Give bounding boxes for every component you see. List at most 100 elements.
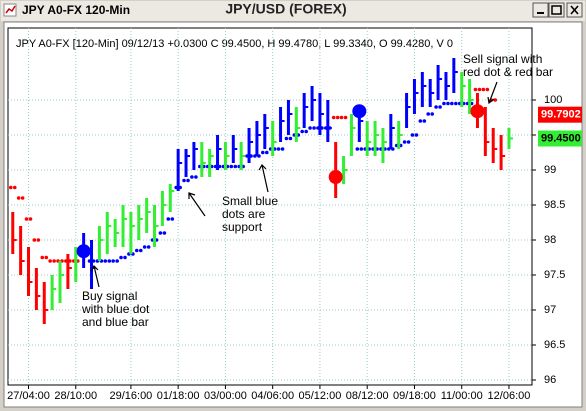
- price-bar: [50, 275, 54, 310]
- plot-frame: [7, 27, 533, 386]
- price-bar: [11, 212, 15, 254]
- stop-dot: [182, 178, 186, 183]
- stop-dot: [134, 248, 139, 253]
- stop-dot: [493, 98, 498, 102]
- x-tick-label: 29/16:00: [109, 390, 152, 402]
- stop-dot: [276, 147, 281, 151]
- stop-dot: [426, 112, 431, 116]
- x-tick-label: 04/06:00: [251, 390, 294, 402]
- price-bar: [168, 184, 172, 212]
- stop-dot: [438, 105, 442, 109]
- plot: 9696.59797.59898.59999.510027/04:0028/10…: [7, 28, 582, 402]
- price-bar: [247, 128, 251, 163]
- x-tick-label: 01/18:00: [157, 390, 200, 402]
- stop-dot: [300, 129, 304, 134]
- price-bar: [349, 114, 353, 156]
- price-bar: [373, 121, 377, 156]
- stop-dot: [36, 238, 41, 242]
- y-tick-label: 96: [544, 374, 556, 386]
- minimize-button[interactable]: [532, 2, 549, 18]
- stop-dot: [107, 259, 112, 263]
- stop-dot: [430, 112, 435, 116]
- price-bar: [436, 65, 440, 100]
- signal-dot: [470, 104, 485, 119]
- price-marker-label: 99.7902: [541, 109, 581, 121]
- price-marker: [538, 130, 582, 147]
- stop-dot: [442, 101, 446, 106]
- price-bar: [184, 149, 188, 177]
- price-bar: [90, 240, 94, 289]
- price-bar: [145, 198, 149, 233]
- stop-dot: [446, 101, 450, 106]
- arrow: [90, 265, 100, 288]
- stop-dot: [434, 105, 438, 109]
- y-tick-label: 96.5: [544, 339, 565, 351]
- title-bar: [1, 1, 585, 21]
- stop-dot: [312, 126, 316, 130]
- annotation: dots are: [222, 207, 266, 221]
- stop-dot: [331, 115, 336, 120]
- stop-dot: [162, 231, 167, 235]
- price-bar: [34, 268, 38, 310]
- arrow: [258, 164, 269, 193]
- stop-dot: [414, 133, 419, 137]
- stop-dot: [28, 217, 33, 221]
- stop-dot: [308, 126, 312, 130]
- stop-dot: [138, 248, 143, 253]
- chart-title: JPY/USD (FOREX): [225, 1, 346, 17]
- stop-dot: [339, 115, 344, 120]
- stop-dot: [123, 255, 127, 260]
- stop-dot: [280, 147, 285, 151]
- price-bar: [129, 212, 133, 254]
- stop-dot: [304, 129, 308, 134]
- stop-dot: [410, 133, 415, 137]
- stop-dot: [115, 259, 119, 263]
- y-tick-label: 97: [544, 304, 556, 316]
- stop-dot: [335, 115, 340, 120]
- stop-dot: [24, 217, 29, 221]
- price-bar: [365, 121, 369, 156]
- signal-dot: [76, 244, 91, 259]
- x-tick-label: 03/00:00: [204, 390, 247, 402]
- stop-dot: [473, 87, 478, 92]
- stop-dot: [119, 255, 123, 260]
- price-bar: [121, 205, 125, 247]
- x-tick-label: 12/06:00: [488, 390, 531, 402]
- window-title: JPY A0-FX 120-Min: [22, 3, 130, 17]
- price-bar: [208, 149, 212, 177]
- stop-dot: [288, 136, 293, 141]
- stop-dot: [422, 119, 427, 123]
- x-tick-label: 09/18:00: [393, 390, 436, 402]
- stop-dot: [40, 255, 45, 260]
- price-bar: [58, 261, 62, 303]
- stop-dot: [20, 196, 25, 200]
- stop-dot: [12, 185, 17, 190]
- maximize-glyph: [551, 5, 562, 15]
- window-buttons: [532, 2, 583, 18]
- price-bar: [294, 107, 298, 142]
- x-tick-label: 05/12:00: [299, 390, 342, 402]
- stop-dot: [111, 259, 115, 263]
- annotation: red dot & red bar: [463, 65, 553, 79]
- stop-dot: [186, 178, 190, 183]
- stop-dot: [32, 238, 37, 242]
- price-bar: [74, 247, 78, 282]
- price-bar: [42, 282, 46, 324]
- x-tick-label: 11/00:00: [441, 390, 483, 402]
- stop-dot: [190, 175, 194, 179]
- annotation: support: [222, 220, 263, 234]
- stop-dot: [103, 259, 108, 263]
- signal-dot: [328, 170, 343, 184]
- price-marker: [538, 106, 582, 123]
- price-bar: [412, 79, 416, 114]
- window-icon-glyph: [5, 5, 16, 14]
- price-bar: [326, 100, 330, 142]
- price-bar: [255, 121, 259, 156]
- stop-dot: [450, 101, 454, 106]
- stop-dot: [406, 140, 411, 144]
- x-tick-label: 28/10:00: [54, 390, 97, 402]
- price-bar: [192, 142, 196, 170]
- stop-dot: [481, 87, 486, 92]
- y-tick-label: 97.5: [544, 269, 565, 281]
